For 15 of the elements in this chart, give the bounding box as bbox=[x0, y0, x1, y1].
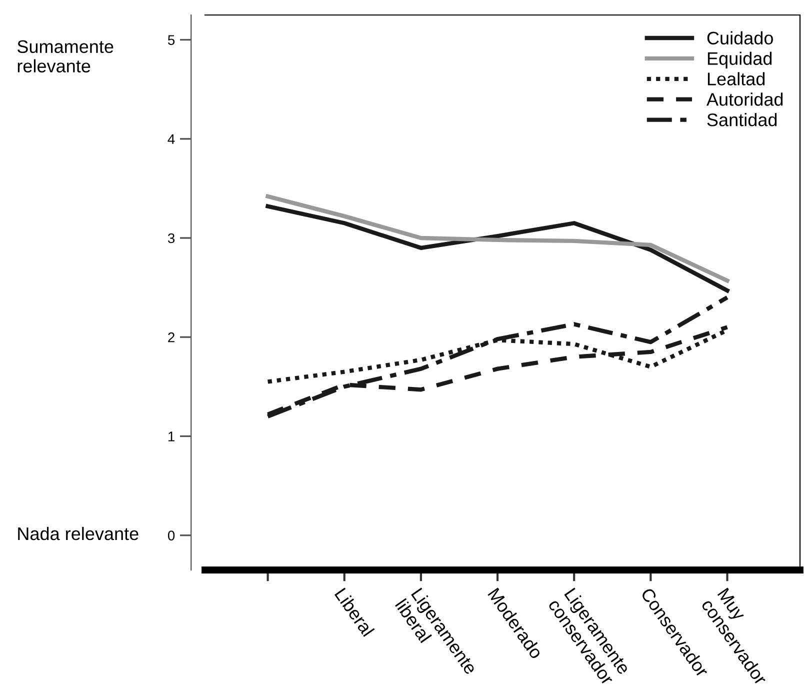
y-tick-label: 5 bbox=[168, 35, 175, 45]
y-tick-label: 4 bbox=[168, 134, 175, 144]
text: Sumamente relevante bbox=[17, 40, 114, 72]
line-series bbox=[266, 204, 730, 293]
legend-label: Autoridad bbox=[706, 92, 783, 106]
text: Nada relevante bbox=[18, 526, 138, 540]
y-tick-label: 0 bbox=[168, 530, 175, 540]
y-tick-label: 1 bbox=[168, 432, 174, 442]
line-series bbox=[266, 194, 730, 283]
legend-label: Lealtad bbox=[708, 72, 765, 86]
y-tick-label: 2 bbox=[168, 332, 174, 342]
y-tick-label: 3 bbox=[168, 233, 175, 244]
legend-label: Equidad bbox=[708, 52, 772, 69]
legend-label: Cuidado bbox=[707, 31, 773, 45]
legend-label: Santidad bbox=[707, 113, 777, 126]
